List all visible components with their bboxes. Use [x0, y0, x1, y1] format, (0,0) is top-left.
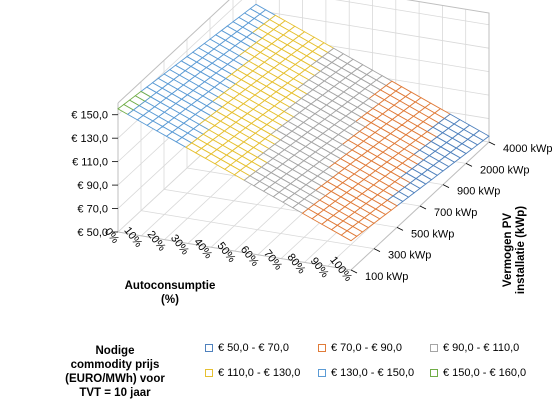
- legend-swatch: [430, 369, 438, 377]
- y-tick-mark: [465, 162, 473, 167]
- y-tick-mark: [350, 269, 358, 274]
- y-tick-label: 300 kWp: [388, 250, 431, 262]
- y-axis-ticks: 100 kWp 300 kWp 500 kWp 700 kWp 900 kWp 2000 …: [350, 141, 553, 283]
- legend-title: Nodige commodity prijs (EURO/MWh) voor T…: [65, 345, 165, 399]
- legend-swatch: [318, 344, 326, 352]
- x-tick-label: 90%: [308, 255, 331, 280]
- y-tick-mark: [373, 248, 381, 253]
- z-tick-label: € 50,0: [77, 227, 108, 239]
- y-tick-mark: [442, 184, 450, 189]
- x-tick-label: 100%: [327, 254, 354, 284]
- x-axis-ticks: 0% 10% 20% 30% 40% 50% 60% 70% 80% 90%100%: [102, 225, 354, 284]
- legend-label: € 50,0 - € 70,0: [218, 342, 289, 354]
- legend-item: € 130,0 - € 150,0: [318, 367, 414, 379]
- y-tick-label: 4000 kWp: [503, 143, 553, 155]
- legend-swatch: [205, 369, 213, 377]
- z-axis-ticks: € 50,0 € 70,0 € 90,0 € 110,0 € 130,0 € 150,0: [71, 110, 118, 239]
- legend-item: € 50,0 - € 70,0: [205, 342, 289, 354]
- legend-item: € 150,0 - € 160,0: [430, 367, 526, 379]
- legend-label: € 70,0 - € 90,0: [331, 342, 402, 354]
- z-tick-label: € 150,0: [71, 110, 108, 122]
- z-tick-label: € 90,0: [77, 180, 108, 192]
- x-tick-label: 50%: [215, 240, 238, 265]
- y-axis-title: Vermogen PVinstallatie (kWp): [502, 206, 527, 294]
- surface-cell: [340, 230, 358, 242]
- z-tick-label: € 110,0: [72, 157, 108, 169]
- grid-line: [140, 210, 375, 250]
- legend-label: € 150,0 - € 160,0: [443, 367, 527, 379]
- y-tick-mark: [396, 226, 404, 231]
- y-tick-label: 500 kWp: [411, 228, 454, 240]
- x-tick-label: 30%: [168, 232, 191, 257]
- legend-item: € 70,0 - € 90,0: [318, 342, 402, 354]
- y-tick-label: 2000 kWp: [480, 164, 530, 176]
- y-tick-mark: [488, 141, 496, 146]
- y-tick-label: 100 kWp: [365, 271, 408, 283]
- x-tick-label: 60%: [238, 244, 261, 269]
- z-tick-label: € 130,0: [71, 133, 108, 145]
- y-tick-label: 900 kWp: [457, 186, 500, 198]
- y-tick-label: 700 kWp: [434, 207, 477, 219]
- legend-swatch: [318, 369, 326, 377]
- x-tick-label: 40%: [191, 236, 214, 261]
- legend-swatch: [430, 344, 438, 352]
- legend-label: € 90,0 - € 110,0: [443, 342, 520, 354]
- y-tick-mark: [419, 205, 427, 210]
- legend-swatch: [205, 344, 213, 352]
- x-axis-title: Autoconsumptie (%): [125, 280, 216, 306]
- surface-mesh: [117, 3, 490, 242]
- x-tick-label: 70%: [261, 248, 284, 273]
- legend-label: € 130,0 - € 150,0: [331, 367, 415, 379]
- legend-item: € 90,0 - € 110,0: [430, 342, 519, 354]
- legend-label: € 110,0 - € 130,0: [218, 367, 301, 379]
- x-tick-label: 20%: [145, 229, 168, 254]
- z-tick-label: € 70,0: [77, 204, 108, 216]
- x-tick-label: 10%: [121, 225, 144, 250]
- legend-item: € 110,0 - € 130,0: [205, 367, 300, 379]
- x-tick-label: 80%: [284, 251, 307, 276]
- box-edge: [117, 0, 490, 142]
